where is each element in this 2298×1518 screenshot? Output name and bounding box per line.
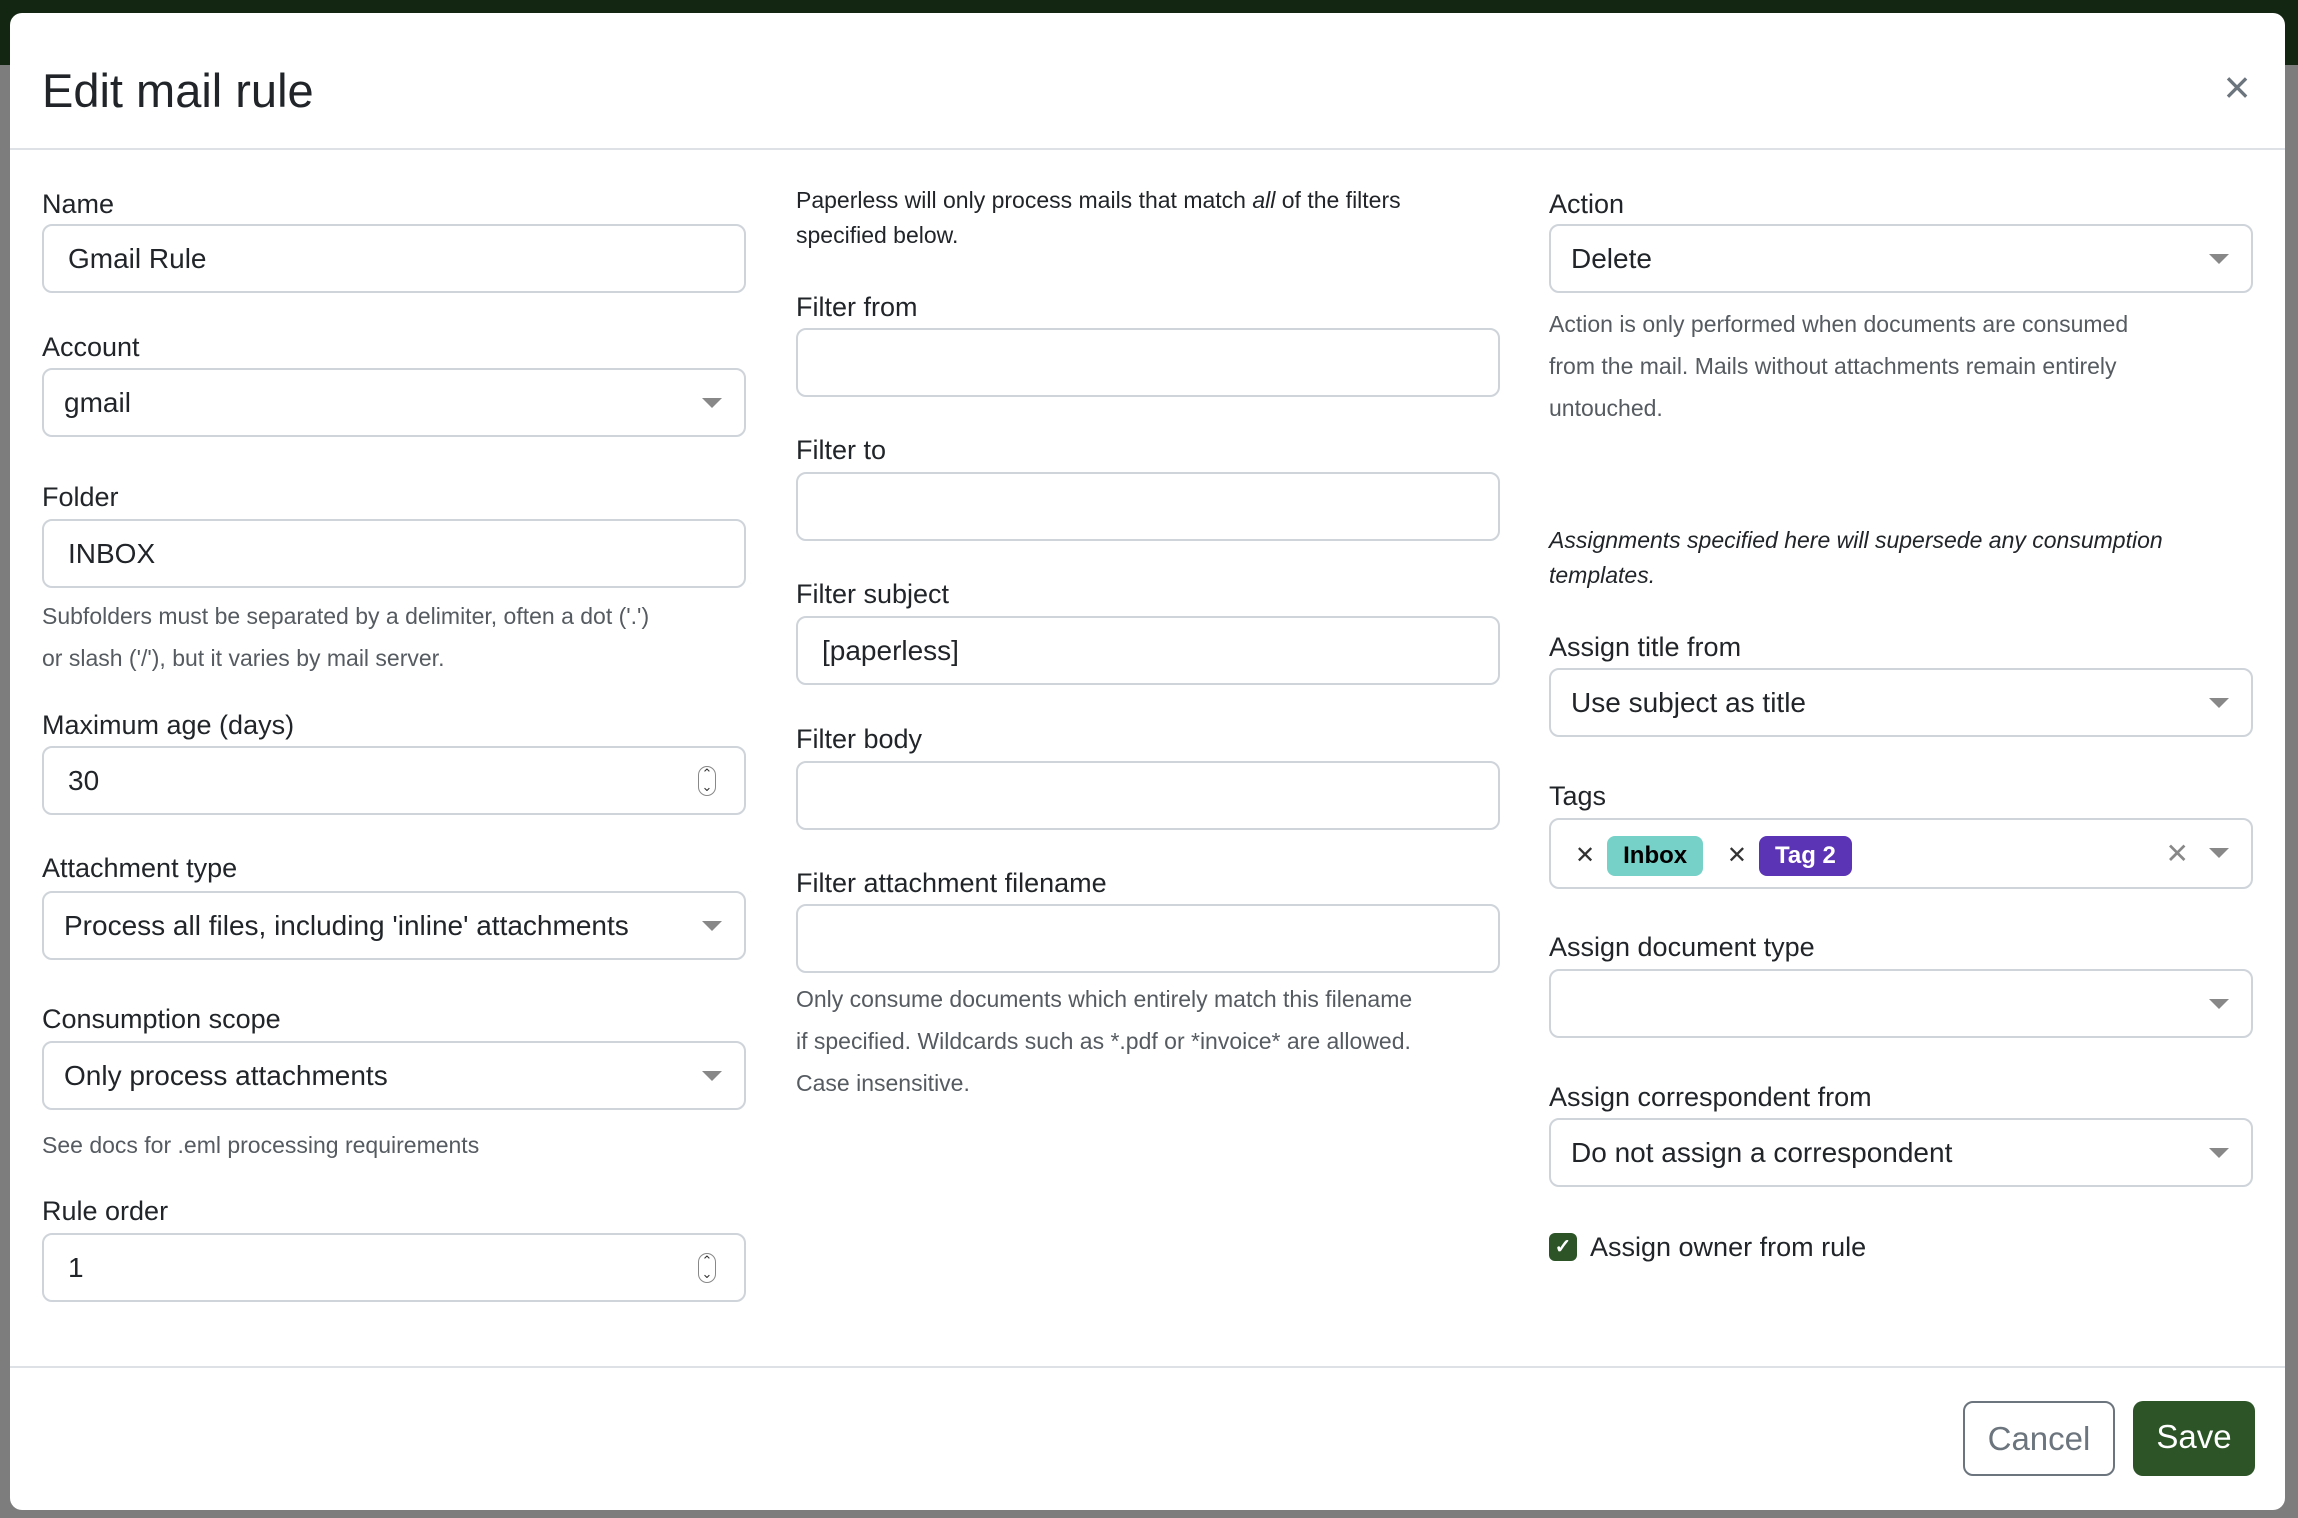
filter-intro-line: specified below. [796,222,959,248]
spinner-icon[interactable]: ⌃ ⌄ [698,766,716,796]
action-select[interactable]: Delete [1549,224,2253,293]
footer-divider [10,1366,2285,1368]
folder-input[interactable]: INBOX [42,519,746,588]
max-age-input[interactable]: 30 ⌃ ⌄ [42,746,746,815]
correspondent-select[interactable]: Do not assign a correspondent [1549,1118,2253,1187]
account-value: gmail [64,387,131,418]
folder-help-line: Subfolders must be separated by a delimi… [42,603,650,629]
filter-to-input[interactable] [796,472,1500,541]
action-label: Action [1549,189,1625,219]
correspondent-label: Assign correspondent from [1549,1082,1872,1112]
doc-type-select[interactable] [1549,969,2253,1038]
correspondent-value: Do not assign a correspondent [1571,1137,1953,1168]
account-select[interactable]: gmail [42,368,746,437]
action-help: Action is only performed when documents … [1549,303,2128,429]
folder-label: Folder [42,482,119,512]
consumption-scope-label: Consumption scope [42,1004,281,1034]
filter-from-input[interactable] [796,328,1500,397]
tags-select[interactable]: ✕ Inbox ✕ Tag 2 ✕ [1549,818,2253,889]
chevron-down-icon [702,1071,722,1081]
remove-tag-icon[interactable]: ✕ [1726,842,1747,870]
help-line: Only consume documents which entirely ma… [796,986,1413,1012]
chevron-down-icon [2209,1148,2229,1158]
max-age-value: 30 [68,765,100,796]
chevron-down-icon [702,921,722,931]
save-button[interactable]: Save [2133,1401,2255,1476]
chevron-down-icon [2209,848,2229,858]
close-icon[interactable]: × [2223,61,2251,113]
owner-label: Assign owner from rule [1590,1232,1867,1262]
consumption-scope-value: Only process attachments [64,1060,388,1091]
chevron-down-icon [2209,254,2229,264]
header-divider [10,148,2285,150]
filter-subject-input[interactable]: [paperless] [796,616,1500,685]
folder-help: Subfolders must be separated by a delimi… [42,595,649,679]
account-label: Account [42,332,140,362]
help-line: Case insensitive. [796,1070,970,1096]
help-line: untouched. [1549,395,1663,421]
help-line: if specified. Wildcards such as *.pdf or… [796,1028,1411,1054]
tag-chip: Tag 2 [1759,835,1852,876]
filter-body-input[interactable] [796,761,1500,830]
filter-attachment-label: Filter attachment filename [796,868,1107,898]
rule-order-value: 1 [68,1252,84,1283]
note-line: templates. [1549,562,1656,588]
consumption-scope-select[interactable]: Only process attachments [42,1041,746,1110]
note-line: Assignments specified here will supersed… [1549,527,2163,553]
spinner-icon[interactable]: ⌃ ⌄ [698,1253,716,1283]
chevron-down-icon [2209,999,2229,1009]
assign-title-label: Assign title from [1549,632,1742,662]
filter-from-label: Filter from [796,292,918,322]
max-age-label: Maximum age (days) [42,710,295,740]
attachment-type-select[interactable]: Process all files, including 'inline' at… [42,891,746,960]
rule-order-input[interactable]: 1 ⌃ ⌄ [42,1233,746,1302]
cancel-button[interactable]: Cancel [1963,1401,2115,1476]
filter-attachment-input[interactable] [796,904,1500,973]
chevron-down-icon [702,398,722,408]
remove-tag-icon[interactable]: ✕ [1575,842,1596,870]
folder-help-line: or slash ('/'), but it varies by mail se… [42,645,445,671]
help-line: from the mail. Mails without attachments… [1549,353,2117,379]
filter-intro-line: Paperless will only process mails that m… [796,187,1401,213]
filter-body-label: Filter body [796,724,923,754]
name-input[interactable]: Gmail Rule [42,224,746,293]
filter-attachment-help: Only consume documents which entirely ma… [796,978,1412,1104]
dialog-title: Edit mail rule [42,64,314,117]
attachment-type-label: Attachment type [42,853,238,883]
doc-type-label: Assign document type [1549,932,1815,962]
rule-order-label: Rule order [42,1196,169,1226]
filter-intro: Paperless will only process mails that m… [796,183,1401,253]
assignments-note: Assignments specified here will supersed… [1549,523,2163,593]
action-value: Delete [1571,243,1652,274]
clear-all-icon[interactable]: ✕ [2165,838,2189,869]
tags-label: Tags [1549,781,1607,811]
name-label: Name [42,189,115,219]
edit-mail-rule-dialog: Edit mail rule × Name Gmail Rule Account… [10,13,2285,1510]
owner-checkbox[interactable]: ✓ [1549,1233,1577,1261]
filter-to-label: Filter to [796,435,887,465]
help-line: Action is only performed when documents … [1549,311,2129,337]
tag-chip: Inbox [1607,835,1704,876]
assign-title-value: Use subject as title [1571,687,1806,718]
filter-subject-label: Filter subject [796,579,950,609]
consumption-scope-help: See docs for .eml processing requirement… [42,1132,480,1158]
assign-title-select[interactable]: Use subject as title [1549,668,2253,737]
attachment-type-value: Process all files, including 'inline' at… [64,910,629,941]
chevron-down-icon [2209,698,2229,708]
